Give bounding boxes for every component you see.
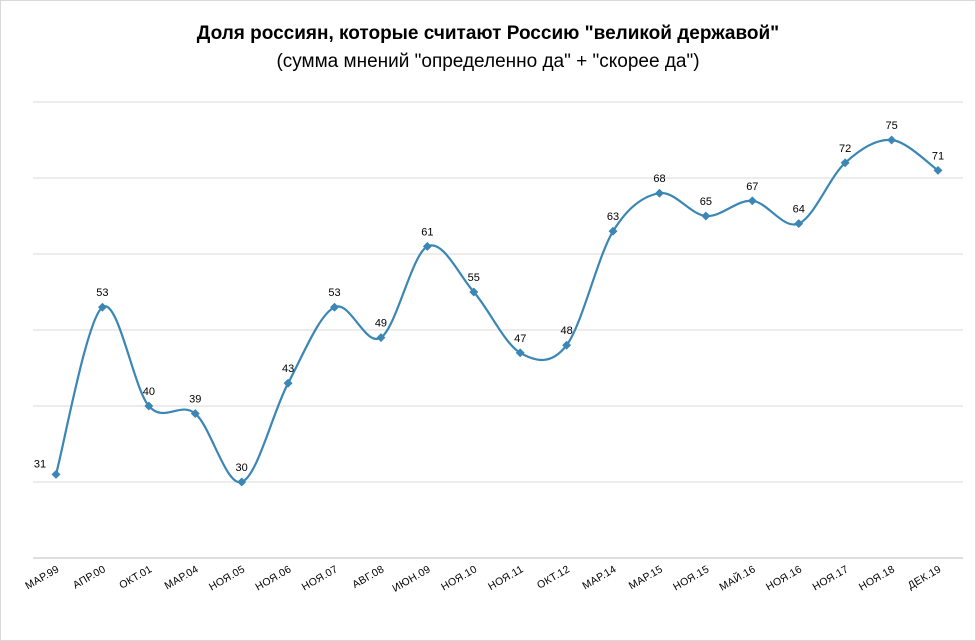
- data-point: [933, 165, 943, 175]
- x-tick-label: МАР.99: [23, 563, 61, 592]
- x-tick-label: МАР.14: [580, 563, 618, 592]
- data-label: 72: [839, 143, 851, 155]
- data-labels: 31 53 40 39 30 43 53 49 61 55 47 48 63 68 65 67 64 72 75 71: [34, 120, 944, 474]
- data-label: 43: [282, 363, 294, 375]
- chart-title: Доля россиян, которые считают Россию "ве…: [196, 23, 780, 44]
- data-label: 63: [607, 211, 619, 223]
- gridlines: [33, 101, 963, 559]
- data-point: [190, 409, 200, 419]
- data-point: [562, 340, 572, 350]
- data-point: [747, 196, 757, 206]
- x-tick-label: ОКТ.01: [117, 563, 154, 591]
- x-tick-label: МАР.15: [627, 563, 665, 592]
- data-point: [469, 287, 479, 297]
- data-label: 53: [96, 287, 108, 299]
- x-tick-label: МАР.04: [163, 563, 201, 592]
- series-line: [54, 138, 939, 484]
- data-points: [51, 135, 943, 487]
- data-label: 64: [793, 204, 805, 216]
- x-tick-label: НОЯ.18: [857, 563, 897, 593]
- data-point: [794, 219, 804, 229]
- data-label: 55: [468, 272, 480, 284]
- x-tick-label: АПР.00: [71, 563, 108, 591]
- x-tick-label: НОЯ.05: [207, 563, 247, 593]
- x-tick-label: НОЯ.15: [671, 563, 711, 593]
- x-tick-label: НОЯ.16: [764, 563, 804, 593]
- x-tick-label: НОЯ.11: [486, 563, 526, 593]
- data-point: [97, 302, 107, 312]
- data-point: [422, 241, 432, 251]
- data-point: [376, 333, 386, 343]
- data-point: [887, 135, 897, 145]
- data-point: [654, 188, 665, 198]
- x-tick-label: ОКТ.12: [535, 563, 572, 591]
- data-label: 47: [514, 333, 526, 345]
- x-tick-label: ДЕК.19: [906, 563, 944, 592]
- x-tick-label: МАЙ.16: [717, 562, 758, 593]
- data-point: [840, 158, 850, 168]
- data-label: 68: [653, 173, 665, 185]
- data-point: [283, 378, 293, 388]
- series-line-group: [54, 138, 939, 484]
- data-label: 30: [236, 462, 248, 474]
- data-label: 65: [700, 196, 712, 208]
- data-label: 53: [328, 287, 340, 299]
- data-point: [515, 348, 525, 358]
- data-label: 48: [561, 325, 573, 337]
- data-label: 40: [143, 386, 155, 398]
- data-label: 31: [34, 458, 46, 470]
- data-label: 49: [375, 318, 387, 330]
- data-label: 71: [932, 150, 944, 162]
- data-point: [51, 469, 61, 479]
- data-point: [329, 302, 340, 312]
- data-point: [237, 477, 247, 487]
- data-label: 75: [885, 120, 897, 132]
- data-point: [144, 401, 154, 411]
- x-axis-tick-labels: МАР.99 АПР.00 ОКТ.01 МАР.04 НОЯ.05 НОЯ.06 НОЯ.…: [23, 562, 943, 594]
- x-tick-label: НОЯ.06: [253, 563, 293, 593]
- x-tick-label: НОЯ.07: [300, 563, 340, 593]
- data-label: 39: [189, 394, 201, 406]
- chart-subtitle: (сумма мнений "определенно да" + "скорее…: [276, 51, 700, 72]
- x-tick-label: НОЯ.10: [439, 563, 479, 593]
- x-tick-label: ИЮН.09: [390, 563, 432, 594]
- data-point: [608, 226, 618, 236]
- data-point: [701, 211, 711, 221]
- data-label: 67: [746, 181, 758, 193]
- x-tick-label: АВГ.08: [350, 563, 386, 591]
- data-label: 61: [421, 226, 433, 238]
- x-tick-label: НОЯ.17: [810, 563, 850, 593]
